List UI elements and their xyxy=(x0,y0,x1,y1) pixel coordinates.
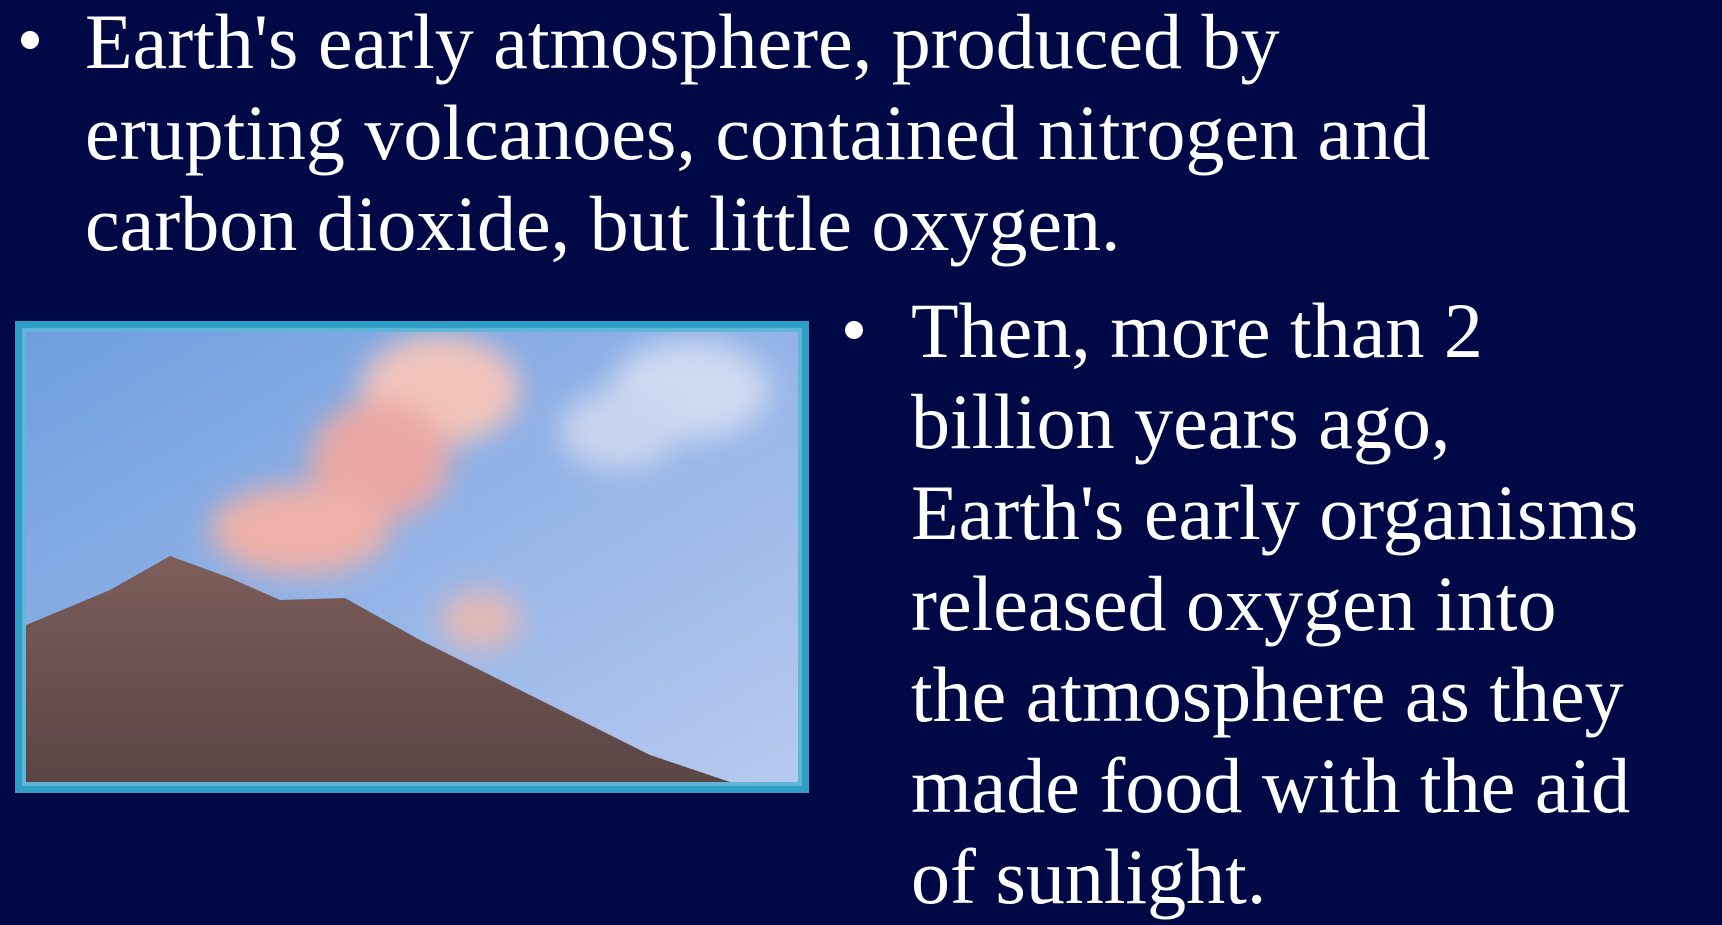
page: Earth's early atmosphere, produced byeru… xyxy=(0,0,1722,925)
bullet-line: carbon dioxide, but little oxygen. xyxy=(85,180,1120,267)
bullet-line: the atmosphere as they xyxy=(911,651,1624,738)
bullet-line: Earth's early atmosphere, produced by xyxy=(85,0,1279,85)
bullet-line: billion years ago, xyxy=(911,378,1450,465)
bullet-line: Then, more than 2 xyxy=(911,287,1483,374)
bullet-line: made food with the aid xyxy=(911,742,1630,829)
slide: Earth's early atmosphere, produced byeru… xyxy=(0,0,1722,925)
bullet-line: erupting volcanoes, contained nitrogen a… xyxy=(85,89,1430,176)
bullet-line: of sunlight. xyxy=(911,833,1266,920)
bullet-dot xyxy=(21,31,39,49)
volcano-photo xyxy=(15,321,809,793)
bullet-line: released oxygen into xyxy=(911,560,1556,647)
bullet-dot xyxy=(845,321,863,339)
bullet-line: Earth's early organisms xyxy=(911,469,1638,556)
